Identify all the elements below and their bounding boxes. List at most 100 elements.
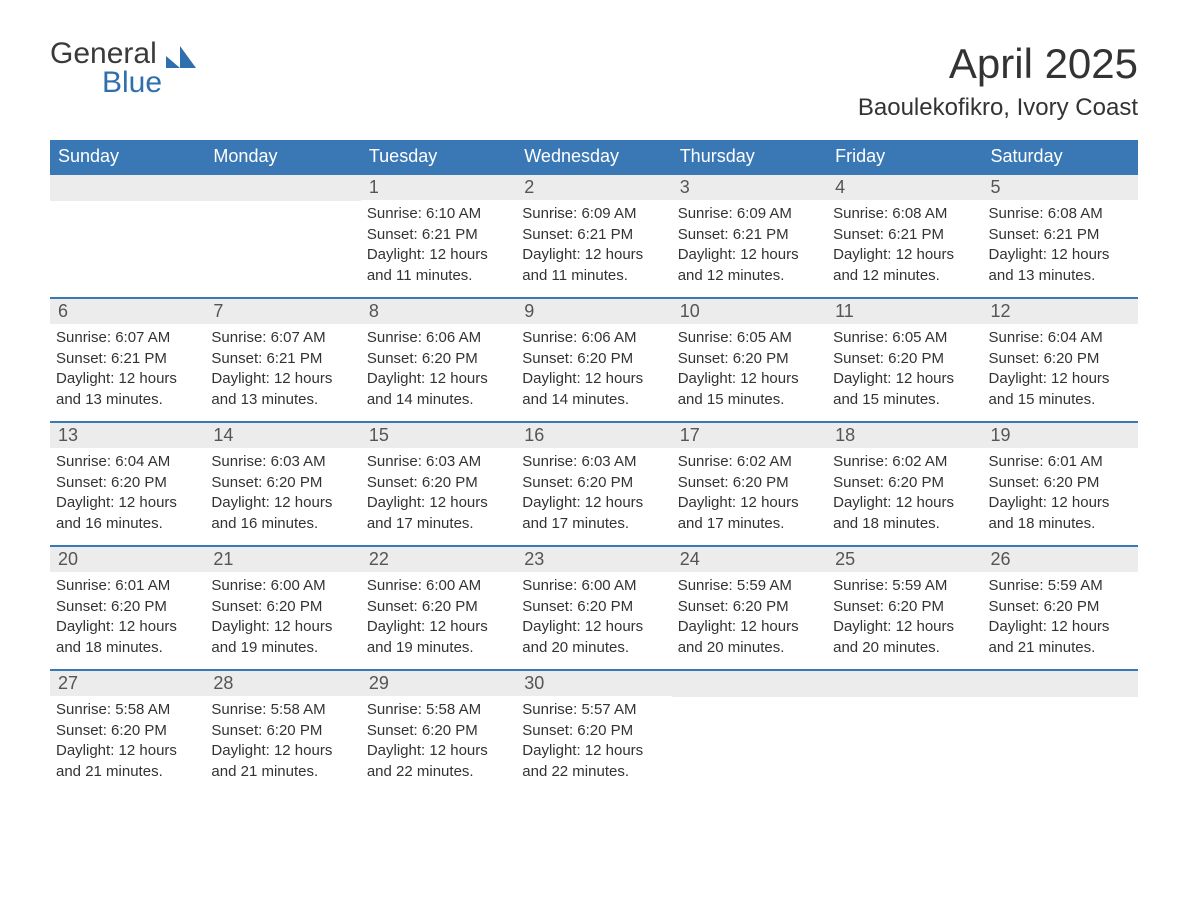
day-cell: 7Sunrise: 6:07 AMSunset: 6:21 PMDaylight… [205,299,360,421]
day-content: Sunrise: 5:59 AMSunset: 6:20 PMDaylight:… [983,572,1138,666]
day-sunset: Sunset: 6:20 PM [989,473,1132,493]
day-content: Sunrise: 5:59 AMSunset: 6:20 PMDaylight:… [672,572,827,666]
week-row: 27Sunrise: 5:58 AMSunset: 6:20 PMDayligh… [50,669,1138,793]
day-daylight1: Daylight: 12 hours [678,245,821,265]
logo-line2: Blue [50,69,162,98]
day-content: Sunrise: 6:03 AMSunset: 6:20 PMDaylight:… [361,448,516,542]
day-daylight1: Daylight: 12 hours [833,493,976,513]
day-content: Sunrise: 5:58 AMSunset: 6:20 PMDaylight:… [205,696,360,790]
week-row: 13Sunrise: 6:04 AMSunset: 6:20 PMDayligh… [50,421,1138,545]
day-daylight2: and 22 minutes. [367,762,510,782]
day-daylight2: and 20 minutes. [522,638,665,658]
week-row: 20Sunrise: 6:01 AMSunset: 6:20 PMDayligh… [50,545,1138,669]
day-cell [50,175,205,297]
day-daylight2: and 17 minutes. [522,514,665,534]
weekday-header: Wednesday [516,140,671,173]
day-sunset: Sunset: 6:20 PM [833,349,976,369]
day-content: Sunrise: 6:10 AMSunset: 6:21 PMDaylight:… [361,200,516,294]
day-daylight2: and 16 minutes. [56,514,199,534]
day-content: Sunrise: 6:09 AMSunset: 6:21 PMDaylight:… [672,200,827,294]
day-cell: 19Sunrise: 6:01 AMSunset: 6:20 PMDayligh… [983,423,1138,545]
day-cell: 22Sunrise: 6:00 AMSunset: 6:20 PMDayligh… [361,547,516,669]
day-daylight2: and 20 minutes. [678,638,821,658]
day-daylight2: and 21 minutes. [211,762,354,782]
day-daylight1: Daylight: 12 hours [989,617,1132,637]
day-sunrise: Sunrise: 6:06 AM [522,328,665,348]
day-number [50,175,205,201]
day-cell: 29Sunrise: 5:58 AMSunset: 6:20 PMDayligh… [361,671,516,793]
weekday-header: Friday [827,140,982,173]
weekday-header: Monday [205,140,360,173]
day-cell: 9Sunrise: 6:06 AMSunset: 6:20 PMDaylight… [516,299,671,421]
day-number: 2 [516,175,671,200]
day-cell: 1Sunrise: 6:10 AMSunset: 6:21 PMDaylight… [361,175,516,297]
day-sunset: Sunset: 6:20 PM [56,597,199,617]
day-daylight1: Daylight: 12 hours [678,617,821,637]
day-sunset: Sunset: 6:20 PM [833,597,976,617]
day-daylight2: and 21 minutes. [989,638,1132,658]
day-daylight2: and 18 minutes. [989,514,1132,534]
day-daylight2: and 21 minutes. [56,762,199,782]
day-daylight1: Daylight: 12 hours [833,617,976,637]
day-daylight2: and 15 minutes. [989,390,1132,410]
day-number: 12 [983,299,1138,324]
day-cell [827,671,982,793]
day-sunset: Sunset: 6:20 PM [56,473,199,493]
day-sunset: Sunset: 6:20 PM [367,473,510,493]
day-sunset: Sunset: 6:20 PM [211,721,354,741]
day-content: Sunrise: 6:07 AMSunset: 6:21 PMDaylight:… [50,324,205,418]
day-daylight1: Daylight: 12 hours [367,245,510,265]
day-cell: 13Sunrise: 6:04 AMSunset: 6:20 PMDayligh… [50,423,205,545]
day-number: 25 [827,547,982,572]
day-sunrise: Sunrise: 6:10 AM [367,204,510,224]
day-sunrise: Sunrise: 6:02 AM [678,452,821,472]
day-daylight2: and 13 minutes. [211,390,354,410]
day-cell: 11Sunrise: 6:05 AMSunset: 6:20 PMDayligh… [827,299,982,421]
day-sunrise: Sunrise: 6:05 AM [833,328,976,348]
day-cell: 28Sunrise: 5:58 AMSunset: 6:20 PMDayligh… [205,671,360,793]
day-cell: 27Sunrise: 5:58 AMSunset: 6:20 PMDayligh… [50,671,205,793]
day-sunrise: Sunrise: 6:09 AM [678,204,821,224]
day-daylight1: Daylight: 12 hours [56,617,199,637]
location-subtitle: Baoulekofikro, Ivory Coast [858,94,1138,122]
day-cell: 21Sunrise: 6:00 AMSunset: 6:20 PMDayligh… [205,547,360,669]
day-daylight1: Daylight: 12 hours [522,369,665,389]
day-number: 29 [361,671,516,696]
day-sunrise: Sunrise: 6:07 AM [211,328,354,348]
day-content: Sunrise: 6:01 AMSunset: 6:20 PMDaylight:… [983,448,1138,542]
day-number: 22 [361,547,516,572]
day-cell: 18Sunrise: 6:02 AMSunset: 6:20 PMDayligh… [827,423,982,545]
day-daylight2: and 14 minutes. [522,390,665,410]
day-sunrise: Sunrise: 6:09 AM [522,204,665,224]
day-content: Sunrise: 6:03 AMSunset: 6:20 PMDaylight:… [516,448,671,542]
day-daylight1: Daylight: 12 hours [522,493,665,513]
day-sunset: Sunset: 6:20 PM [522,721,665,741]
day-number: 30 [516,671,671,696]
day-cell: 10Sunrise: 6:05 AMSunset: 6:20 PMDayligh… [672,299,827,421]
day-sunrise: Sunrise: 5:59 AM [989,576,1132,596]
day-number: 6 [50,299,205,324]
day-sunrise: Sunrise: 6:07 AM [56,328,199,348]
day-number: 16 [516,423,671,448]
day-number: 9 [516,299,671,324]
day-content: Sunrise: 5:59 AMSunset: 6:20 PMDaylight:… [827,572,982,666]
day-sunset: Sunset: 6:20 PM [989,349,1132,369]
day-sunset: Sunset: 6:20 PM [211,473,354,493]
day-sunrise: Sunrise: 5:59 AM [833,576,976,596]
day-content: Sunrise: 6:02 AMSunset: 6:20 PMDaylight:… [827,448,982,542]
day-daylight1: Daylight: 12 hours [833,245,976,265]
day-content: Sunrise: 6:05 AMSunset: 6:20 PMDaylight:… [827,324,982,418]
day-cell: 30Sunrise: 5:57 AMSunset: 6:20 PMDayligh… [516,671,671,793]
day-sunrise: Sunrise: 6:08 AM [833,204,976,224]
day-number: 11 [827,299,982,324]
day-number: 17 [672,423,827,448]
day-cell [672,671,827,793]
day-daylight2: and 15 minutes. [678,390,821,410]
weekday-header: Tuesday [361,140,516,173]
month-title: April 2025 [858,40,1138,88]
day-cell: 12Sunrise: 6:04 AMSunset: 6:20 PMDayligh… [983,299,1138,421]
day-number: 13 [50,423,205,448]
day-content: Sunrise: 6:01 AMSunset: 6:20 PMDaylight:… [50,572,205,666]
day-daylight2: and 19 minutes. [367,638,510,658]
day-sunrise: Sunrise: 5:58 AM [56,700,199,720]
